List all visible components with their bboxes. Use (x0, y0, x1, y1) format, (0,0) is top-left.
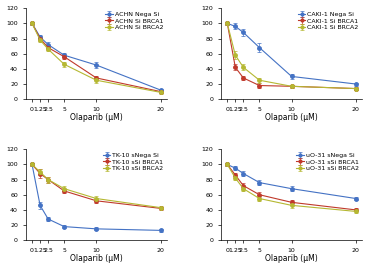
Legend: TK-10 sNega Si, TK-10 sSi BRCA1, TK-10 sSi BRCA2: TK-10 sNega Si, TK-10 sSi BRCA1, TK-10 s… (102, 152, 164, 172)
Legend: ACHN Nega Si, ACHN Si BRCA1, ACHN Si BRCA2: ACHN Nega Si, ACHN Si BRCA1, ACHN Si BRC… (105, 11, 164, 31)
Legend: CAKI-1 Nega Si, CAKI-1 Si BRCA1, CAKI-1 Si BRCA2: CAKI-1 Nega Si, CAKI-1 Si BRCA1, CAKI-1 … (297, 11, 359, 31)
X-axis label: Olaparib (μM): Olaparib (μM) (70, 254, 123, 263)
X-axis label: Olaparib (μM): Olaparib (μM) (265, 113, 318, 122)
X-axis label: Olaparib (μM): Olaparib (μM) (265, 254, 318, 263)
X-axis label: Olaparib (μM): Olaparib (μM) (70, 113, 123, 122)
Legend: uO-31 sNega Si, uO-31 sSi BRCA1, uO-31 sSi BRCA2: uO-31 sNega Si, uO-31 sSi BRCA1, uO-31 s… (296, 152, 359, 172)
